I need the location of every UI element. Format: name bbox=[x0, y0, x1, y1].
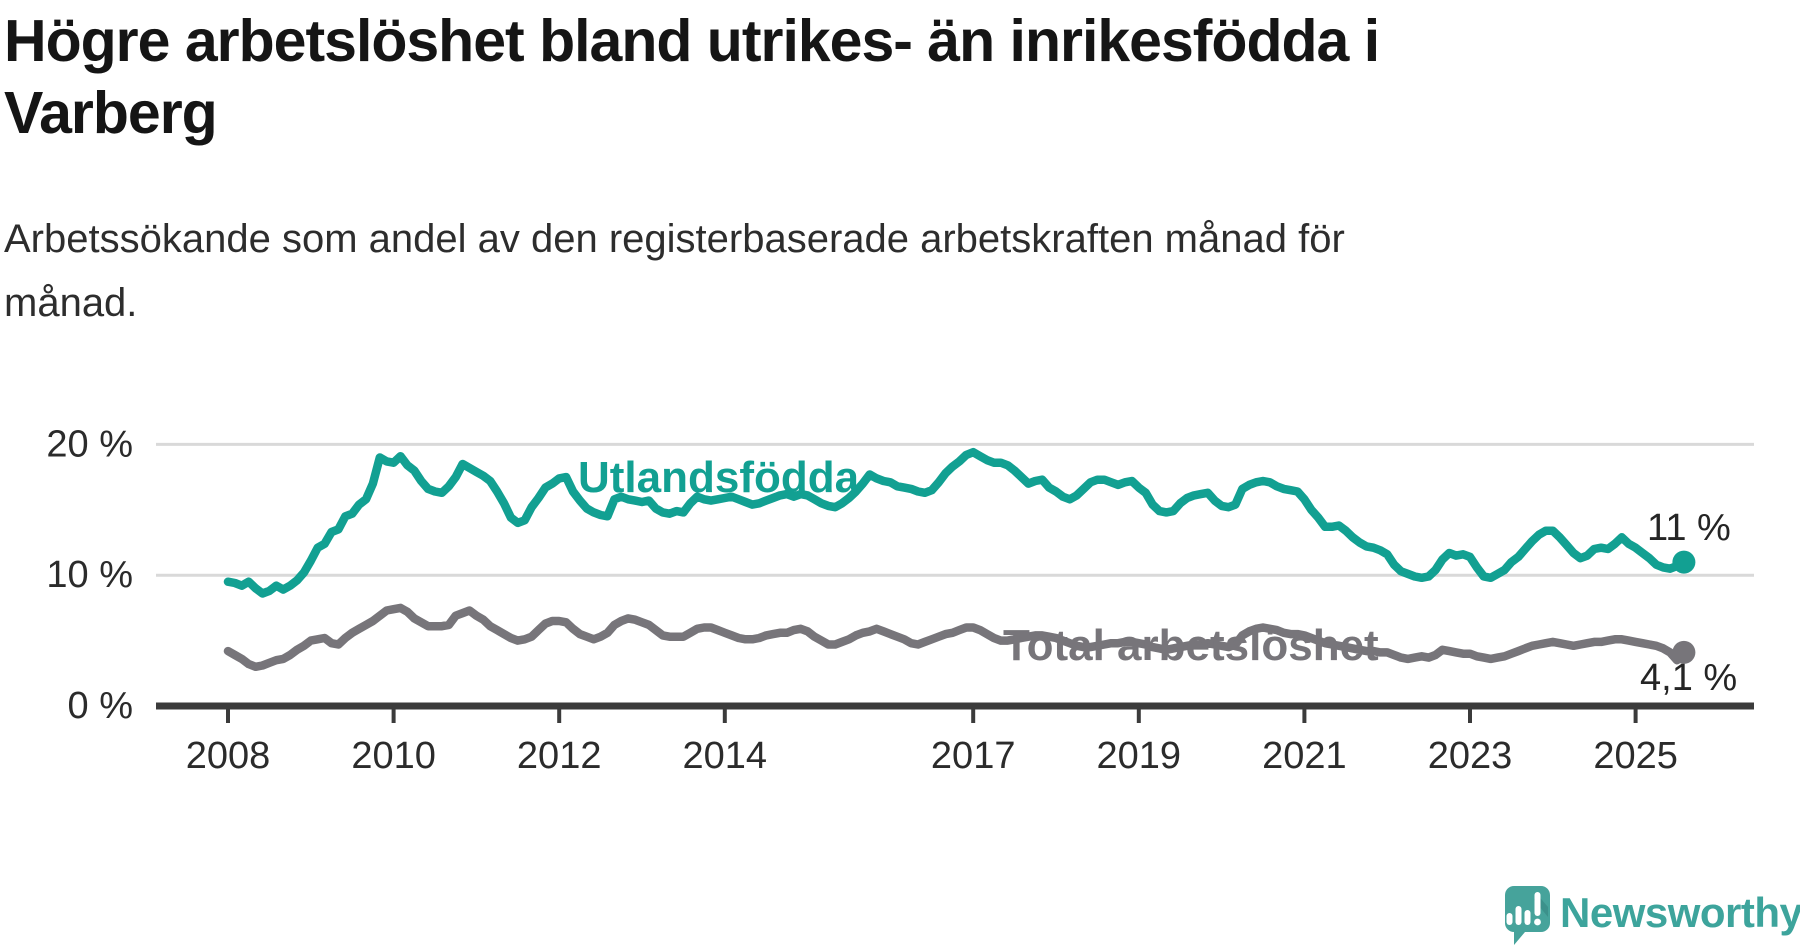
end-value-label-total: 4,1 % bbox=[1640, 657, 1737, 699]
series-label-total: Total arbetslöshet bbox=[1003, 621, 1379, 670]
end-value-label-utlandsfodda: 11 % bbox=[1647, 507, 1731, 549]
series-line-total bbox=[223, 603, 1689, 672]
page-subtitle-line2: månad. bbox=[4, 281, 138, 325]
series-line-utlandsfodda bbox=[223, 447, 1689, 598]
series-end-dot-utlandsfodda bbox=[1672, 550, 1696, 574]
page-subtitle-line1: Arbetssökande som andel av den registerb… bbox=[4, 217, 1345, 261]
newsworthy-logo-icon bbox=[1505, 886, 1550, 945]
y-tick-label-0: 0 % bbox=[68, 685, 133, 727]
x-tick-label-2010: 2010 bbox=[351, 735, 436, 777]
x-tick-label-2021: 2021 bbox=[1262, 735, 1347, 777]
x-tick-label-2025: 2025 bbox=[1593, 735, 1678, 777]
x-tick-label-2008: 2008 bbox=[186, 735, 271, 777]
x-tick-label-2017: 2017 bbox=[931, 735, 1016, 777]
bar-1 bbox=[1506, 913, 1513, 925]
newsworthy-logo: Newsworthy bbox=[1505, 886, 1800, 945]
y-tick-label-10: 10 % bbox=[46, 554, 133, 596]
x-tick-label-2012: 2012 bbox=[517, 735, 602, 777]
series-end-dot-total bbox=[1672, 640, 1696, 664]
page-title-line2: Varberg bbox=[4, 79, 218, 146]
page-subtitle: Arbetssökande som andel av den registerb… bbox=[4, 207, 1504, 335]
page-title: Högre arbetslöshet bland utrikes- än inr… bbox=[4, 6, 1564, 150]
bar-3 bbox=[1524, 910, 1531, 925]
x-tick-label-2014: 2014 bbox=[683, 735, 768, 777]
y-tick-label-20: 20 % bbox=[46, 423, 133, 465]
x-tick-label-2023: 2023 bbox=[1428, 735, 1513, 777]
x-tick-label-2019: 2019 bbox=[1097, 735, 1182, 777]
logo-wordmark: Newsworthy bbox=[1560, 889, 1800, 936]
page-title-line1: Högre arbetslöshet bland utrikes- än inr… bbox=[4, 8, 1380, 74]
exclamation-dot bbox=[1534, 918, 1541, 926]
exclamation-bar bbox=[1534, 892, 1541, 916]
series-label-utlandsfodda: Utlandsfödda bbox=[578, 453, 860, 502]
bar-2 bbox=[1515, 906, 1522, 925]
